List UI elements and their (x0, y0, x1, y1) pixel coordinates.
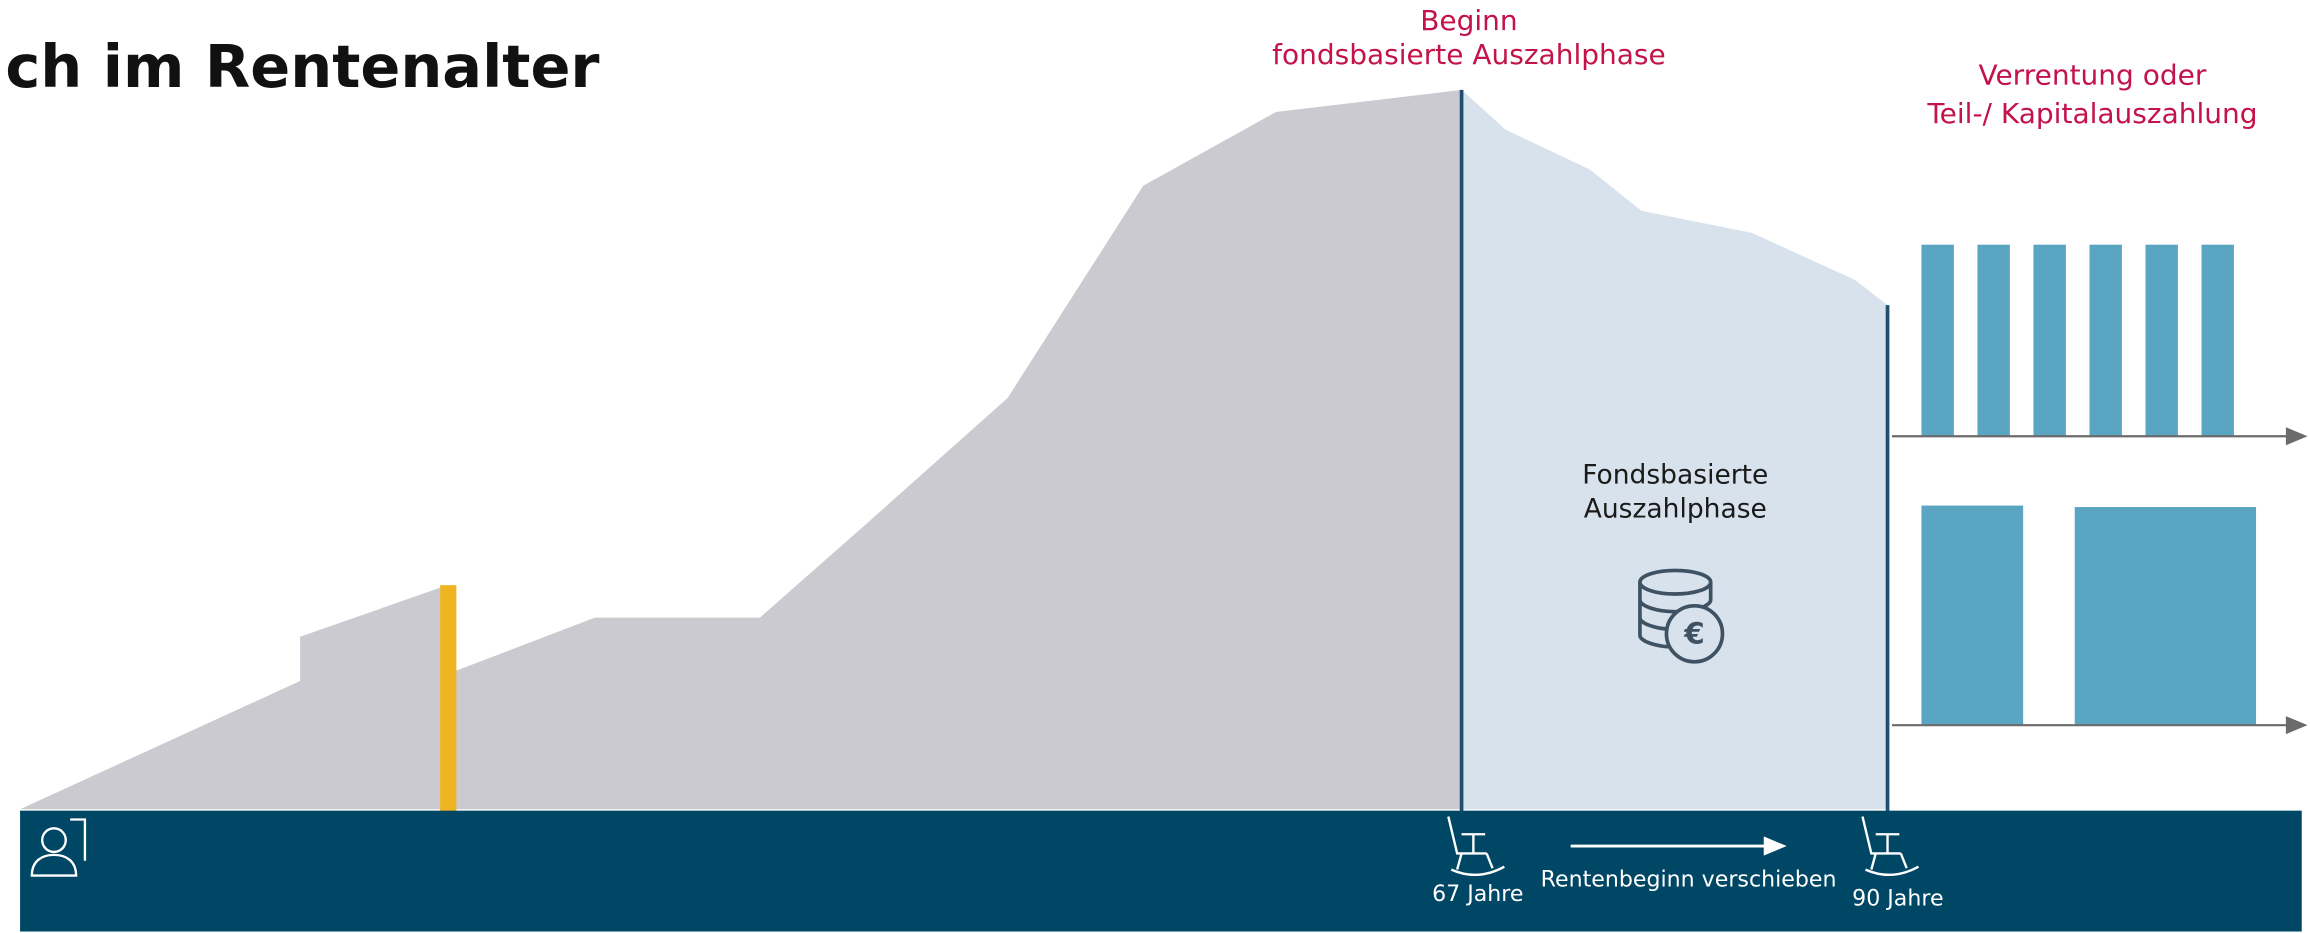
payout-area (1461, 89, 1888, 810)
accumulation-area (20, 89, 1462, 810)
svg-text:€: € (1683, 617, 1705, 651)
coin-icon: € (1638, 568, 1725, 664)
start-label: fondsbasierte Auszahlphase (1272, 38, 1666, 71)
person-icon (30, 818, 87, 877)
age-label: 67 Jahre (1432, 881, 1523, 907)
phase-label: Fondsbasierte (1582, 460, 1768, 491)
phase-label: Auszahlphase (1584, 493, 1767, 524)
marker-bar (440, 585, 457, 813)
lump-sum-bars (1921, 505, 2257, 726)
end-label: Teil-/ Kapitalauszahlung (1926, 97, 2257, 130)
title: ch im Rentenalter (5, 32, 599, 101)
time-arrows (1891, 427, 2308, 735)
shift-label: Rentenbeginn verschieben (1541, 866, 1837, 892)
chair-icon (1861, 816, 1920, 876)
end-label: Verrentung oder (1978, 59, 2206, 92)
chair-icon (1447, 816, 1505, 876)
timeline-band (20, 810, 2302, 932)
start-label: Beginn (1420, 4, 1517, 37)
shift-arrow (1570, 836, 1787, 856)
age-label: 90 Jahre (1852, 886, 1943, 912)
annuity-bars (1921, 244, 2234, 437)
